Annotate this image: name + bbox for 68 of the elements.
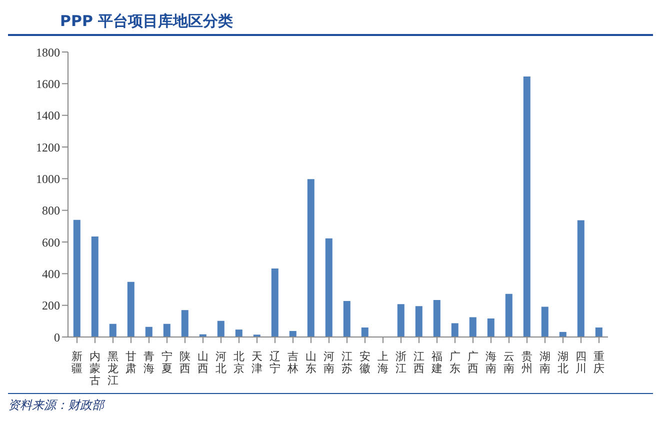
x-tick-label: 陕西 xyxy=(180,350,190,375)
bar xyxy=(361,328,368,337)
y-tick-label: 800 xyxy=(42,204,60,218)
x-tick-label: 宁夏 xyxy=(162,350,172,375)
x-tick-label: 河北 xyxy=(216,350,226,375)
bar xyxy=(73,220,80,337)
x-tick-label: 青海 xyxy=(144,350,154,375)
bar xyxy=(541,306,548,337)
x-tick-label: 辽宁 xyxy=(270,350,280,375)
y-tick-label: 200 xyxy=(42,298,60,313)
chart-title: PPP 平台项目库地区分类 xyxy=(8,8,653,36)
bar xyxy=(91,236,98,337)
x-tick-label: 山东 xyxy=(306,350,316,375)
x-tick-label: 天津 xyxy=(252,350,262,375)
x-tick-label: 河南 xyxy=(324,350,334,375)
bar xyxy=(451,323,458,337)
y-tick-label: 1200 xyxy=(36,140,60,154)
x-tick-label: 江西 xyxy=(414,350,424,375)
y-tick-label: 400 xyxy=(42,266,60,281)
x-tick-label: 安徽 xyxy=(360,350,370,375)
y-tick-label: 1800 xyxy=(36,45,60,60)
x-tick-label: 四川 xyxy=(576,350,586,375)
x-tick-label: 云南 xyxy=(504,350,514,375)
bar xyxy=(523,76,530,337)
x-tick-label: 湖南 xyxy=(540,350,550,375)
x-tick-label: 山西 xyxy=(198,350,208,375)
bar xyxy=(181,310,188,337)
x-tick-label: 上海 xyxy=(378,350,388,375)
bar xyxy=(127,282,134,337)
bar xyxy=(307,179,314,337)
text: 资料来源：财政部 xyxy=(8,398,104,412)
x-tick-label: 广西 xyxy=(468,350,478,375)
x-tick-label: 湖北 xyxy=(558,350,568,375)
bar xyxy=(109,324,116,337)
x-tick-label: 广东 xyxy=(450,350,460,375)
x-tick-label: 黑龙江 xyxy=(108,350,118,387)
x-tick-label: 贵州 xyxy=(522,350,532,375)
x-tick-label: 新疆 xyxy=(72,350,82,375)
y-tick-label: 1000 xyxy=(36,172,60,186)
y-tick-label: 0 xyxy=(54,330,60,344)
y-tick-label: 1400 xyxy=(36,108,60,123)
x-tick-label: 重庆 xyxy=(594,350,604,375)
x-tick-label: 北京 xyxy=(234,350,244,375)
x-tick-label: 内蒙古 xyxy=(90,350,100,387)
bar xyxy=(469,317,476,337)
bar xyxy=(343,301,350,337)
x-tick-label: 甘肃 xyxy=(126,350,136,375)
x-tick-label: 江苏 xyxy=(342,350,352,375)
bar xyxy=(397,304,404,337)
bar xyxy=(289,330,296,337)
y-tick-label: 1600 xyxy=(36,76,60,91)
bar xyxy=(595,328,602,337)
bar xyxy=(325,238,332,337)
y-tick-label: 600 xyxy=(42,235,60,250)
bar xyxy=(577,220,584,337)
x-tick-label: 吉林 xyxy=(286,350,298,375)
bar xyxy=(235,330,242,337)
bar xyxy=(505,294,512,337)
bar xyxy=(145,326,152,337)
bar xyxy=(415,306,422,337)
x-tick-label: 海南 xyxy=(486,350,496,375)
x-tick-label: 福建 xyxy=(430,350,442,375)
bar xyxy=(433,300,440,337)
bar xyxy=(163,324,170,337)
bar xyxy=(271,268,278,337)
x-tick-label: 浙江 xyxy=(396,350,406,375)
bar xyxy=(487,318,494,337)
bar xyxy=(217,320,224,337)
